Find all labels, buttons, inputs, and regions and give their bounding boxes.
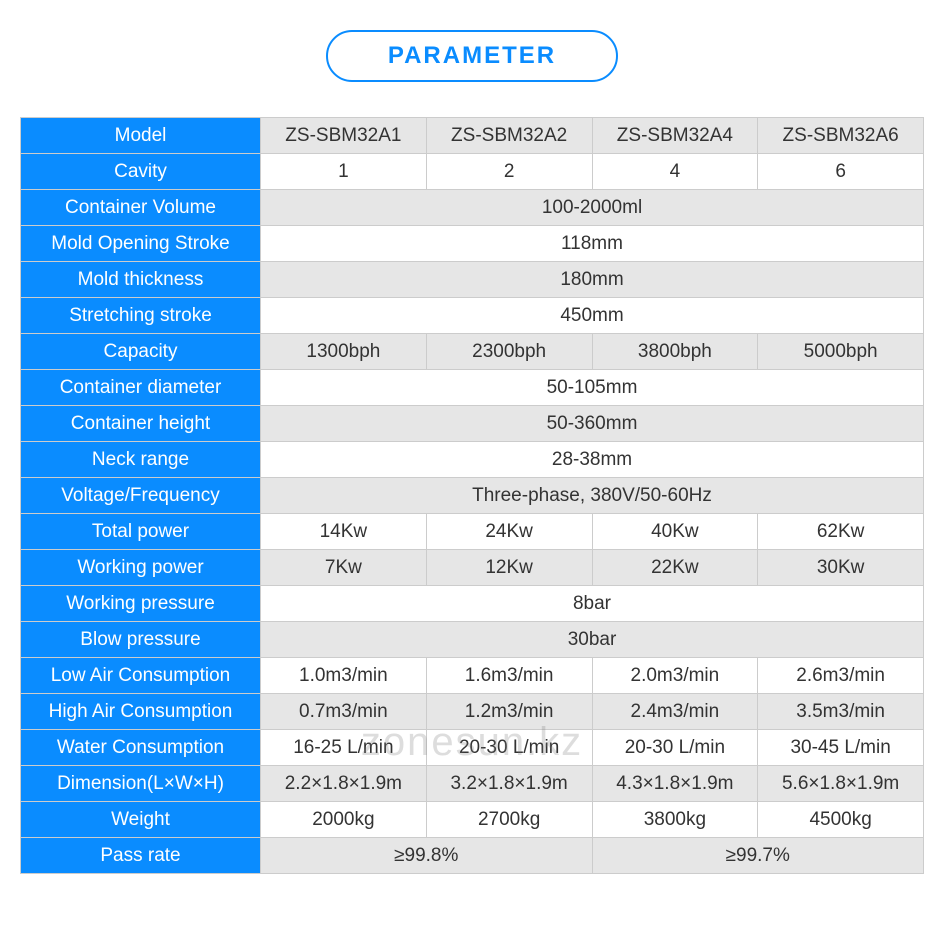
row-value: 1 bbox=[261, 154, 427, 190]
row-value: 7Kw bbox=[261, 550, 427, 586]
row-value: 28-38mm bbox=[261, 442, 924, 478]
row-value: 2 bbox=[426, 154, 592, 190]
row-label: Container diameter bbox=[21, 370, 261, 406]
row-value: 5.6×1.8×1.9m bbox=[758, 766, 924, 802]
row-label: Container height bbox=[21, 406, 261, 442]
row-value: 2.6m3/min bbox=[758, 658, 924, 694]
table-row: Capacity1300bph2300bph3800bph5000bph bbox=[21, 334, 924, 370]
row-value: ZS-SBM32A2 bbox=[426, 118, 592, 154]
table-row: Stretching stroke450mm bbox=[21, 298, 924, 334]
row-value: 3.5m3/min bbox=[758, 694, 924, 730]
row-value: ≥99.8% bbox=[261, 838, 593, 874]
row-label: Weight bbox=[21, 802, 261, 838]
row-label: Pass rate bbox=[21, 838, 261, 874]
table-row: High Air Consumption0.7m3/min1.2m3/min2.… bbox=[21, 694, 924, 730]
table-row: Dimension(L×W×H)2.2×1.8×1.9m3.2×1.8×1.9m… bbox=[21, 766, 924, 802]
table-row: Working power7Kw12Kw22Kw30Kw bbox=[21, 550, 924, 586]
row-value: 2000kg bbox=[261, 802, 427, 838]
table-row: Weight2000kg2700kg3800kg4500kg bbox=[21, 802, 924, 838]
row-value: ZS-SBM32A6 bbox=[758, 118, 924, 154]
table-row: Low Air Consumption1.0m3/min1.6m3/min2.0… bbox=[21, 658, 924, 694]
row-value: 24Kw bbox=[426, 514, 592, 550]
row-value: 20-30 L/min bbox=[426, 730, 592, 766]
row-label: Low Air Consumption bbox=[21, 658, 261, 694]
row-value: 5000bph bbox=[758, 334, 924, 370]
table-row: Container diameter50-105mm bbox=[21, 370, 924, 406]
row-value: 30Kw bbox=[758, 550, 924, 586]
table-row: ModelZS-SBM32A1ZS-SBM32A2ZS-SBM32A4ZS-SB… bbox=[21, 118, 924, 154]
table-row: Mold thickness180mm bbox=[21, 262, 924, 298]
row-label: Cavity bbox=[21, 154, 261, 190]
row-value: 0.7m3/min bbox=[261, 694, 427, 730]
row-value: 8bar bbox=[261, 586, 924, 622]
table-row: Voltage/FrequencyThree-phase, 380V/50-60… bbox=[21, 478, 924, 514]
row-value: 1.6m3/min bbox=[426, 658, 592, 694]
row-value: ZS-SBM32A1 bbox=[261, 118, 427, 154]
row-value: 12Kw bbox=[426, 550, 592, 586]
table-row: Blow pressure30bar bbox=[21, 622, 924, 658]
row-value: 14Kw bbox=[261, 514, 427, 550]
table-row: Total power14Kw24Kw40Kw62Kw bbox=[21, 514, 924, 550]
title-container: PARAMETER bbox=[20, 30, 924, 82]
row-value: 20-30 L/min bbox=[592, 730, 758, 766]
row-value: 2300bph bbox=[426, 334, 592, 370]
row-value: 3800kg bbox=[592, 802, 758, 838]
row-value: 40Kw bbox=[592, 514, 758, 550]
row-label: Dimension(L×W×H) bbox=[21, 766, 261, 802]
row-value: 62Kw bbox=[758, 514, 924, 550]
row-value: 180mm bbox=[261, 262, 924, 298]
row-value: 2.0m3/min bbox=[592, 658, 758, 694]
table-row: Container Volume100-2000ml bbox=[21, 190, 924, 226]
row-value: ≥99.7% bbox=[592, 838, 924, 874]
row-label: High Air Consumption bbox=[21, 694, 261, 730]
parameter-table: ModelZS-SBM32A1ZS-SBM32A2ZS-SBM32A4ZS-SB… bbox=[20, 117, 924, 874]
row-value: 2.2×1.8×1.9m bbox=[261, 766, 427, 802]
row-value: 450mm bbox=[261, 298, 924, 334]
row-value: 50-360mm bbox=[261, 406, 924, 442]
row-value: Three-phase, 380V/50-60Hz bbox=[261, 478, 924, 514]
row-value: 3800bph bbox=[592, 334, 758, 370]
row-value: 100-2000ml bbox=[261, 190, 924, 226]
table-row: Pass rate≥99.8%≥99.7% bbox=[21, 838, 924, 874]
row-label: Working power bbox=[21, 550, 261, 586]
table-row: Neck range28-38mm bbox=[21, 442, 924, 478]
row-label: Mold Opening Stroke bbox=[21, 226, 261, 262]
table-row: Mold Opening Stroke118mm bbox=[21, 226, 924, 262]
row-value: 1.2m3/min bbox=[426, 694, 592, 730]
row-value: 1.0m3/min bbox=[261, 658, 427, 694]
row-value: 118mm bbox=[261, 226, 924, 262]
row-value: 3.2×1.8×1.9m bbox=[426, 766, 592, 802]
row-label: Neck range bbox=[21, 442, 261, 478]
row-label: Total power bbox=[21, 514, 261, 550]
row-label: Stretching stroke bbox=[21, 298, 261, 334]
row-value: ZS-SBM32A4 bbox=[592, 118, 758, 154]
row-label: Model bbox=[21, 118, 261, 154]
row-value: 30bar bbox=[261, 622, 924, 658]
row-value: 1300bph bbox=[261, 334, 427, 370]
table-row: Working pressure8bar bbox=[21, 586, 924, 622]
table-row: Container height50-360mm bbox=[21, 406, 924, 442]
row-label: Voltage/Frequency bbox=[21, 478, 261, 514]
table-row: Cavity1246 bbox=[21, 154, 924, 190]
row-value: 22Kw bbox=[592, 550, 758, 586]
row-label: Water Consumption bbox=[21, 730, 261, 766]
row-value: 6 bbox=[758, 154, 924, 190]
row-label: Working pressure bbox=[21, 586, 261, 622]
row-value: 4500kg bbox=[758, 802, 924, 838]
row-value: 50-105mm bbox=[261, 370, 924, 406]
row-label: Capacity bbox=[21, 334, 261, 370]
row-value: 4.3×1.8×1.9m bbox=[592, 766, 758, 802]
row-value: 2.4m3/min bbox=[592, 694, 758, 730]
table-row: Water Consumption16-25 L/min20-30 L/min2… bbox=[21, 730, 924, 766]
row-label: Container Volume bbox=[21, 190, 261, 226]
row-value: 4 bbox=[592, 154, 758, 190]
row-label: Blow pressure bbox=[21, 622, 261, 658]
page-title: PARAMETER bbox=[326, 30, 618, 82]
row-value: 16-25 L/min bbox=[261, 730, 427, 766]
row-label: Mold thickness bbox=[21, 262, 261, 298]
row-value: 2700kg bbox=[426, 802, 592, 838]
row-value: 30-45 L/min bbox=[758, 730, 924, 766]
